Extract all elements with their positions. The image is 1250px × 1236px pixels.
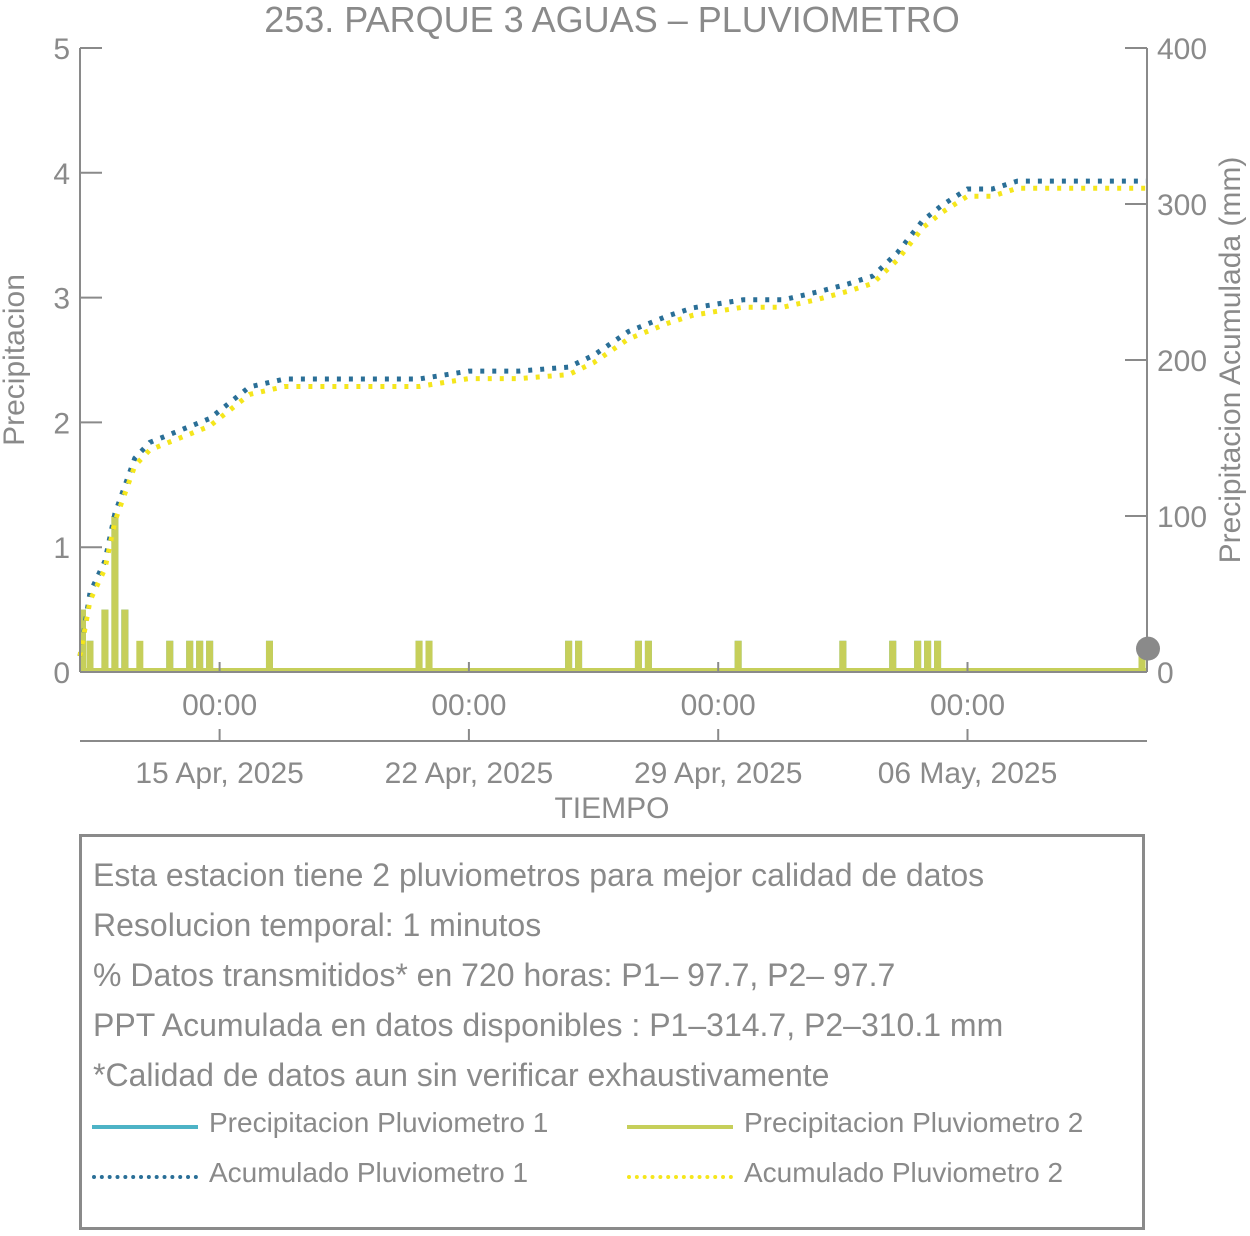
info-stations: Esta estacion tiene 2 pluviometros para …	[93, 857, 985, 893]
bar-p2-6	[166, 640, 174, 672]
y2-tick-label-2: 200	[1157, 345, 1207, 378]
bar-p2-2	[101, 609, 109, 672]
plot-area	[77, 178, 1160, 672]
chart-title: 253. PARQUE 3 AGUAS – PLUVIOMETRO	[264, 0, 960, 40]
y-tick-label-4: 4	[53, 158, 70, 191]
info-accumulated: PPT Acumulada en datos disponibles : P1–…	[93, 1007, 1004, 1043]
bar-p2-9	[206, 640, 214, 672]
bar-p2-5	[136, 640, 144, 672]
legend-swatch-acc2	[627, 1175, 733, 1179]
bar-p2-1	[86, 640, 94, 672]
line-acc1	[77, 178, 1147, 657]
bar-p2-16	[644, 640, 652, 672]
axes: 0 1 2 3 4 5 0 100 200 300 400 00:00 00:00 00:00 00:00 1…	[53, 33, 1207, 790]
legend-label-p2: Precipitacion Pluviometro 2	[744, 1107, 1084, 1138]
date-tick-label-0: 15 Apr, 2025	[135, 757, 304, 790]
bar-p2-12	[425, 640, 433, 672]
y2-tick-label-3: 300	[1157, 189, 1207, 222]
info-transmitted: % Datos transmitidos* en 720 horas: P1– …	[93, 957, 896, 993]
y-tick-label-1: 1	[53, 532, 70, 565]
bar-p2-7	[186, 640, 194, 672]
x-axis-label: TIEMPO	[554, 792, 669, 825]
info-box: Esta estacion tiene 2 pluviometros para …	[79, 834, 1145, 1230]
legend-label-acc2: Acumulado Pluviometro 2	[744, 1157, 1064, 1188]
info-quality-note: *Calidad de datos aun sin verificar exha…	[93, 1057, 830, 1093]
y-tick-label-5: 5	[53, 33, 70, 66]
bar-p2-11	[415, 640, 423, 672]
legend-swatch-acc1	[92, 1175, 198, 1179]
x-tick-time-label-0: 00:00	[182, 689, 257, 722]
rain-chart: 253. PARQUE 3 AGUAS – PLUVIOMETRO 0 1 2 3 4 5…	[0, 0, 1247, 825]
legend-swatch-p1	[92, 1125, 198, 1129]
bar-p2-20	[914, 640, 922, 672]
x-tick-time-label-1: 00:00	[431, 689, 506, 722]
bar-p2-10	[265, 640, 273, 672]
y-tick-label-2: 2	[53, 407, 70, 440]
x-tick-time-label-3: 00:00	[930, 689, 1005, 722]
bar-p2-13	[565, 640, 573, 672]
y-tick-label-3: 3	[53, 283, 70, 316]
bar-p2-8	[196, 640, 204, 672]
line-acc2	[77, 185, 1147, 657]
date-tick-label-1: 22 Apr, 2025	[385, 757, 554, 790]
legend-swatch-p2	[627, 1125, 733, 1129]
bar-p2-18	[839, 640, 847, 672]
bar-p2-4	[121, 609, 129, 672]
x-tick-time-label-2: 00:00	[681, 689, 756, 722]
y2-tick-label-0: 0	[1157, 657, 1174, 690]
y2-axis-label: Precipitacion Acumulada (mm)	[1214, 157, 1247, 564]
bar-p2-3	[111, 516, 119, 672]
y2-tick-label-4: 400	[1157, 33, 1207, 66]
y2-tick-label-1: 100	[1157, 501, 1207, 534]
y-axis-label: Precipitacion	[0, 274, 31, 446]
bar-p2-19	[889, 640, 897, 672]
date-tick-label-2: 29 Apr, 2025	[634, 757, 803, 790]
y-tick-label-0: 0	[53, 657, 70, 690]
legend-label-p1: Precipitacion Pluviometro 1	[209, 1107, 549, 1138]
info-resolution: Resolucion temporal: 1 minutos	[93, 907, 542, 943]
bar-p2-14	[575, 640, 583, 672]
bar-p2-15	[634, 640, 642, 672]
bar-p2-21	[924, 640, 932, 672]
bar-p2-22	[934, 640, 942, 672]
date-tick-label-3: 06 May, 2025	[878, 757, 1058, 790]
bar-p2-17	[734, 640, 742, 672]
legend-label-acc1: Acumulado Pluviometro 1	[209, 1157, 529, 1188]
